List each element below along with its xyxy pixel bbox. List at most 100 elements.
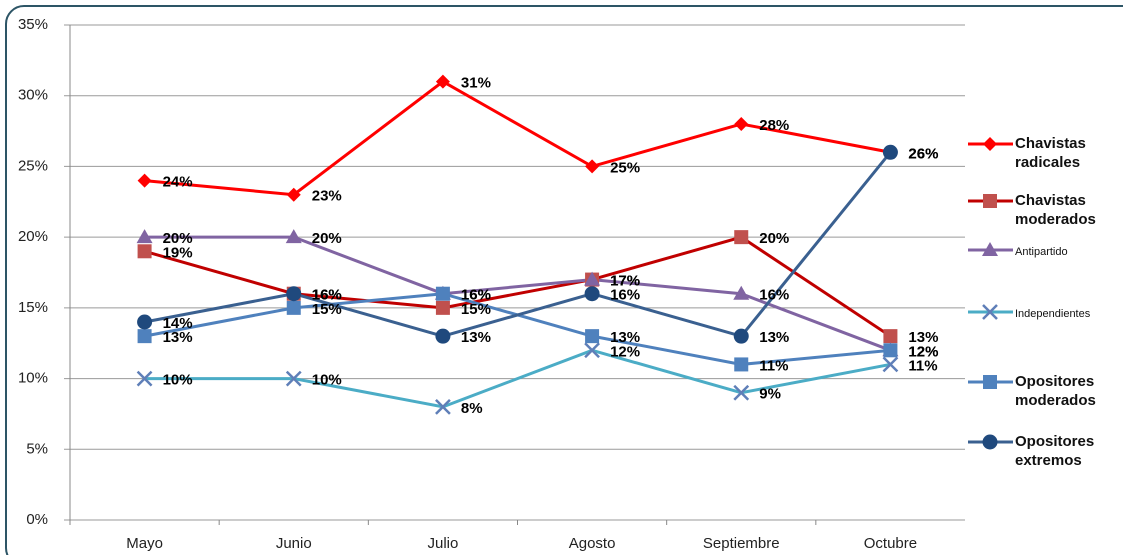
value-label: 17% (610, 273, 640, 290)
value-label: 12% (908, 343, 938, 360)
value-label: 11% (759, 357, 788, 374)
value-label: 12% (908, 343, 938, 360)
value-label: 17% (610, 273, 640, 290)
marker (137, 314, 153, 330)
series-line (144, 79, 891, 197)
marker (137, 244, 152, 259)
value-label: 13% (908, 329, 938, 346)
x-tick-label: Octubre (864, 535, 917, 552)
marker (733, 285, 750, 300)
x-tick-label: Mayo (126, 535, 163, 552)
legend-label: Opositores extremos (1015, 433, 1095, 469)
value-label: 20% (759, 230, 789, 247)
marker (734, 117, 749, 131)
value-label: 8% (461, 400, 483, 417)
value-label: 20% (163, 230, 193, 247)
marker (584, 342, 600, 359)
value-label: 26% (908, 145, 938, 162)
legend-label: Chavistas radicales (1015, 135, 1086, 171)
value-label: 15% (461, 301, 491, 318)
y-tick-label: 30% (18, 87, 48, 104)
x-tick-label: Junio (276, 535, 312, 552)
marker (733, 328, 749, 344)
legend-marker (982, 242, 998, 256)
value-label: 16% (312, 287, 342, 304)
y-tick-label: 20% (18, 228, 48, 245)
value-label: 13% (610, 329, 640, 346)
value-label: 28% (759, 117, 789, 134)
marker (137, 173, 152, 188)
value-label: 15% (312, 301, 342, 318)
y-tick-label: 10% (18, 370, 48, 387)
value-label: 13% (461, 329, 491, 346)
value-label: 9% (759, 386, 781, 403)
x-tick-label: Septiembre (703, 535, 780, 552)
legend-marker (983, 194, 997, 208)
legend-label: Independientes (1015, 308, 1091, 320)
value-label: 20% (312, 230, 342, 247)
marker (137, 329, 152, 344)
value-label: 10% (163, 372, 193, 389)
legend-marker (982, 304, 998, 320)
value-label: 12% (610, 343, 640, 360)
marker (883, 329, 898, 344)
legend-marker (983, 137, 997, 151)
series-line (144, 348, 891, 409)
marker (286, 286, 302, 302)
value-label: 14% (163, 315, 193, 332)
series-line (144, 235, 892, 338)
value-label: 16% (610, 287, 640, 304)
marker (136, 370, 153, 387)
y-tick-label: 15% (18, 299, 48, 316)
marker (136, 229, 153, 244)
value-label: 13% (163, 329, 193, 346)
value-label: 31% (461, 75, 491, 92)
marker (435, 286, 450, 301)
series-line (144, 151, 892, 338)
value-label: 26% (908, 145, 938, 162)
marker (286, 300, 301, 315)
marker (584, 271, 601, 286)
chart-border (5, 5, 1123, 555)
y-tick-label: 35% (18, 16, 48, 33)
marker (584, 286, 600, 302)
value-label: 16% (461, 287, 491, 304)
marker (734, 230, 749, 245)
y-tick-label: 0% (26, 511, 48, 528)
y-tick-label: 25% (18, 157, 48, 174)
value-label: 23% (312, 188, 342, 205)
value-label: 16% (759, 287, 789, 304)
marker (435, 74, 450, 89)
marker (733, 384, 750, 401)
x-tick-label: Julio (427, 535, 458, 552)
value-label: 24% (163, 174, 193, 191)
marker (285, 370, 302, 387)
marker (585, 329, 600, 344)
value-label: 16% (461, 287, 491, 304)
x-tick-label: Agosto (569, 535, 616, 552)
marker (882, 144, 898, 160)
legend-label: Chavistas moderados (1015, 192, 1096, 228)
marker (435, 300, 450, 315)
legend-marker (982, 434, 998, 450)
value-label: 10% (312, 372, 342, 389)
marker (286, 187, 301, 202)
legend-label: Antipartido (1015, 246, 1068, 258)
legend-marker (983, 375, 997, 389)
marker (882, 356, 899, 373)
y-tick-label: 5% (26, 440, 48, 457)
marker (883, 343, 898, 358)
marker (734, 357, 749, 372)
marker (435, 398, 451, 415)
value-label: 16% (312, 287, 342, 304)
marker (435, 328, 451, 344)
value-label: 13% (759, 329, 789, 346)
value-label: 25% (610, 159, 640, 176)
legend-label: Opositores moderados (1015, 373, 1096, 409)
value-label: 11% (908, 357, 937, 374)
marker (585, 159, 600, 174)
marker (285, 229, 302, 244)
value-label: 19% (163, 244, 193, 261)
